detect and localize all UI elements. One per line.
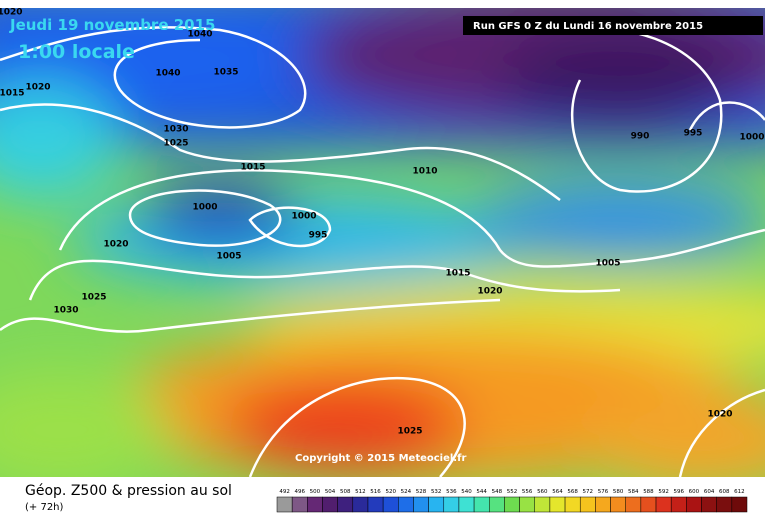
scale-label: 544 xyxy=(476,489,487,495)
scale-label: 596 xyxy=(674,489,685,495)
scale-label: 588 xyxy=(643,489,654,495)
isobar-label: 1035 xyxy=(213,68,238,78)
isobar-label: 1025 xyxy=(397,427,422,437)
isobar-label: 995 xyxy=(309,231,328,241)
scale-label: 504 xyxy=(325,489,336,495)
scale-cell xyxy=(322,496,338,513)
scale-cell xyxy=(443,496,460,513)
copyright: Copyright © 2015 Meteociel.fr xyxy=(295,453,466,464)
scale-cell xyxy=(625,496,642,513)
isobars xyxy=(0,26,765,477)
isobar-label: 1040 xyxy=(187,30,212,40)
isobar-label: 1005 xyxy=(216,252,241,262)
isobar-label: 995 xyxy=(684,129,703,139)
scale-label: 512 xyxy=(355,489,366,495)
scale-cell xyxy=(504,496,520,513)
isobar-label: 1025 xyxy=(163,139,188,149)
scale-cell xyxy=(367,496,384,513)
scale-cell xyxy=(519,496,535,513)
scale-label: 568 xyxy=(567,489,578,495)
isobar-label: 1025 xyxy=(81,293,106,303)
scale-cell xyxy=(489,496,505,513)
isobar-label: 1015 xyxy=(0,89,25,99)
scale-cell xyxy=(610,496,626,513)
scale-cell xyxy=(701,496,717,513)
isobar-label: 1005 xyxy=(595,259,620,269)
scale-label: 548 xyxy=(492,489,503,495)
scale-label: 584 xyxy=(628,489,639,495)
isobar-label: 1030 xyxy=(163,125,188,135)
scale-cell xyxy=(291,496,308,513)
scale-label: 560 xyxy=(537,489,548,495)
isobar-label: 1030 xyxy=(53,306,78,316)
scale-label: 520 xyxy=(385,489,396,495)
scale-label: 508 xyxy=(340,489,351,495)
isobar-label: 1000 xyxy=(739,133,764,143)
scale-cell xyxy=(382,496,399,513)
isobar-label: 1020 xyxy=(477,287,502,297)
scale-cell xyxy=(595,496,611,513)
isobar-label: 1020 xyxy=(0,8,23,18)
scale-cell xyxy=(473,496,490,513)
isobar-label: 1015 xyxy=(240,163,265,173)
scale-cell xyxy=(458,496,475,513)
scale-label: 524 xyxy=(401,489,412,495)
scale-label: 516 xyxy=(370,489,381,495)
scale-cell xyxy=(307,496,323,513)
scale-label: 564 xyxy=(552,489,563,495)
run-box xyxy=(463,16,763,35)
scale-cell xyxy=(398,496,414,513)
isobar-label: 1020 xyxy=(103,240,128,250)
scale-label: 528 xyxy=(416,489,427,495)
scale-cell xyxy=(428,496,445,513)
scale-label: 592 xyxy=(658,489,669,495)
isobar-label: 1015 xyxy=(445,269,470,279)
scale-cell xyxy=(276,496,293,513)
scale-cell xyxy=(579,496,596,513)
footer-title: Géop. Z500 & pression au sol xyxy=(25,483,232,499)
scale-label: 612 xyxy=(734,489,745,495)
scale-cell xyxy=(337,496,354,513)
scale-label: 552 xyxy=(507,489,518,495)
scale-cell xyxy=(731,496,748,513)
isobar-label: 1020 xyxy=(707,410,732,420)
scale-label: 532 xyxy=(431,489,442,495)
scale-label: 600 xyxy=(689,489,700,495)
run-label: Run GFS 0 Z du Lundi 16 novembre 2015 xyxy=(473,21,703,32)
time-label: 1:00 locale xyxy=(18,41,135,63)
scale-label: 540 xyxy=(461,489,472,495)
scale-cell xyxy=(549,496,566,513)
scale-label: 604 xyxy=(704,489,715,495)
scale-label: 492 xyxy=(279,489,290,495)
scale-cell xyxy=(640,496,657,513)
scale-cell xyxy=(686,496,702,513)
scale-cell xyxy=(534,496,551,513)
scale-label: 572 xyxy=(583,489,594,495)
scale-cell xyxy=(655,496,672,513)
scale-label: 580 xyxy=(613,489,624,495)
scale-label: 500 xyxy=(310,489,321,495)
scale-cell xyxy=(413,496,429,513)
isobar-label: 1000 xyxy=(291,212,316,222)
scale-label: 496 xyxy=(294,489,305,495)
scale-label: 576 xyxy=(598,489,609,495)
date-label: Jeudi 19 novembre 2015 xyxy=(9,16,215,34)
isobar-label: 1040 xyxy=(155,69,180,79)
scale-cell xyxy=(564,496,581,513)
isobar-label: 990 xyxy=(631,132,650,142)
isobar-label: 1010 xyxy=(412,167,437,177)
scale-label: 536 xyxy=(446,489,457,495)
scale-cell xyxy=(352,496,369,513)
isobar-label: 1020 xyxy=(25,83,50,93)
footer-lead: (+ 72h) xyxy=(25,502,64,513)
scale-cell xyxy=(670,496,687,513)
scale-label: 556 xyxy=(522,489,533,495)
scale-label: 608 xyxy=(719,489,730,495)
isobar-label: 1000 xyxy=(192,203,217,213)
scale-cell xyxy=(716,496,733,513)
